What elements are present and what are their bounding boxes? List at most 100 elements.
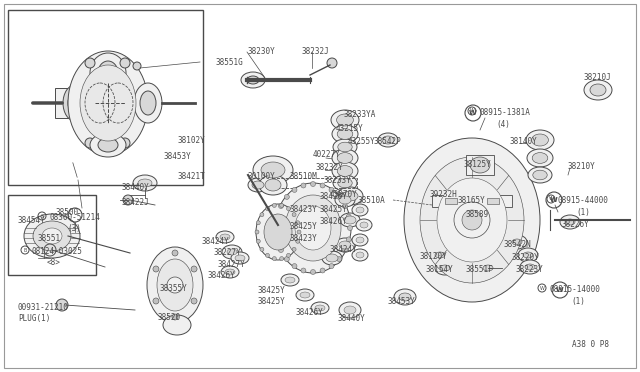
Ellipse shape: [227, 249, 237, 255]
Ellipse shape: [241, 72, 265, 88]
Circle shape: [273, 203, 276, 208]
Circle shape: [260, 247, 264, 251]
Ellipse shape: [507, 235, 527, 249]
Circle shape: [284, 257, 289, 262]
Ellipse shape: [133, 175, 157, 191]
Ellipse shape: [90, 133, 126, 157]
Text: 38425Y: 38425Y: [290, 222, 317, 231]
Ellipse shape: [259, 175, 287, 195]
Circle shape: [266, 253, 269, 257]
Text: W: W: [470, 109, 474, 113]
Text: 38542P: 38542P: [373, 137, 401, 146]
Circle shape: [310, 269, 316, 275]
Text: 38510A: 38510A: [358, 196, 386, 205]
Circle shape: [301, 183, 306, 188]
Ellipse shape: [399, 293, 411, 301]
Ellipse shape: [404, 138, 540, 302]
Ellipse shape: [339, 196, 351, 204]
Circle shape: [337, 257, 342, 262]
Ellipse shape: [342, 191, 358, 201]
Text: 38425Y: 38425Y: [258, 286, 285, 295]
Ellipse shape: [337, 166, 353, 176]
Ellipse shape: [235, 255, 245, 261]
Circle shape: [255, 230, 259, 234]
Circle shape: [256, 239, 260, 243]
Text: 38120Y: 38120Y: [420, 252, 448, 261]
Text: 38542N: 38542N: [503, 240, 531, 249]
Text: 38423Y: 38423Y: [290, 205, 317, 214]
Ellipse shape: [518, 248, 538, 262]
Ellipse shape: [332, 162, 358, 180]
Ellipse shape: [285, 195, 341, 261]
Ellipse shape: [285, 277, 295, 283]
Text: S: S: [40, 214, 44, 218]
Ellipse shape: [333, 139, 357, 155]
Text: 08360-51214: 08360-51214: [49, 213, 100, 222]
Text: 38500: 38500: [55, 208, 78, 217]
Text: 38423Y: 38423Y: [290, 234, 317, 243]
Ellipse shape: [247, 76, 259, 84]
Text: 38422J: 38422J: [122, 198, 150, 207]
Ellipse shape: [275, 183, 351, 273]
Text: 38426Y: 38426Y: [296, 308, 324, 317]
Text: <8>: <8>: [47, 258, 61, 267]
Ellipse shape: [332, 149, 358, 167]
Ellipse shape: [356, 252, 364, 258]
Text: A38 0 P8: A38 0 P8: [572, 340, 609, 349]
Bar: [55, 88, 75, 118]
Text: 38220Y: 38220Y: [512, 253, 540, 262]
Ellipse shape: [338, 178, 352, 188]
Circle shape: [56, 299, 68, 311]
Ellipse shape: [222, 245, 242, 259]
Text: 43070Y: 43070Y: [330, 190, 358, 199]
Circle shape: [275, 214, 280, 219]
Text: 38230Y: 38230Y: [247, 47, 275, 56]
Bar: [8, 10, 203, 185]
Text: 38440Y: 38440Y: [122, 183, 150, 192]
Circle shape: [329, 187, 334, 192]
Bar: [272, 178, 357, 188]
Circle shape: [346, 237, 351, 242]
Bar: [466, 155, 494, 175]
Ellipse shape: [584, 80, 612, 100]
Ellipse shape: [42, 228, 62, 244]
Text: 38426Y: 38426Y: [320, 217, 348, 226]
Text: 38453Y: 38453Y: [163, 152, 191, 161]
Text: 38227Y: 38227Y: [214, 248, 242, 257]
Ellipse shape: [520, 260, 540, 274]
Ellipse shape: [352, 204, 368, 216]
Ellipse shape: [225, 269, 235, 275]
Ellipse shape: [335, 193, 355, 207]
Ellipse shape: [420, 157, 524, 283]
Text: W: W: [550, 197, 558, 203]
Text: B: B: [23, 247, 27, 253]
Text: 40227Y: 40227Y: [313, 150, 340, 159]
Circle shape: [292, 187, 297, 192]
Text: W: W: [556, 287, 564, 293]
Ellipse shape: [337, 187, 363, 205]
Circle shape: [284, 195, 289, 199]
Circle shape: [266, 206, 269, 211]
Circle shape: [278, 247, 284, 253]
Text: W: W: [548, 196, 554, 202]
Ellipse shape: [526, 130, 554, 150]
Text: 43255Y: 43255Y: [348, 137, 376, 146]
Ellipse shape: [523, 252, 533, 258]
Text: 30100Y: 30100Y: [248, 172, 276, 181]
Circle shape: [310, 182, 316, 186]
Ellipse shape: [315, 305, 325, 311]
Text: 38421T: 38421T: [178, 172, 205, 181]
Text: W: W: [540, 285, 545, 291]
Ellipse shape: [448, 190, 472, 206]
Text: 00931-21210: 00931-21210: [18, 303, 69, 312]
Text: 38154Y: 38154Y: [425, 265, 452, 274]
Ellipse shape: [382, 136, 394, 144]
Ellipse shape: [231, 252, 249, 264]
Ellipse shape: [63, 85, 87, 121]
Text: (1): (1): [571, 297, 585, 306]
Text: 38425Y: 38425Y: [320, 205, 348, 214]
Bar: [432, 195, 512, 207]
Ellipse shape: [331, 110, 359, 130]
Circle shape: [280, 203, 284, 208]
Ellipse shape: [140, 91, 156, 115]
